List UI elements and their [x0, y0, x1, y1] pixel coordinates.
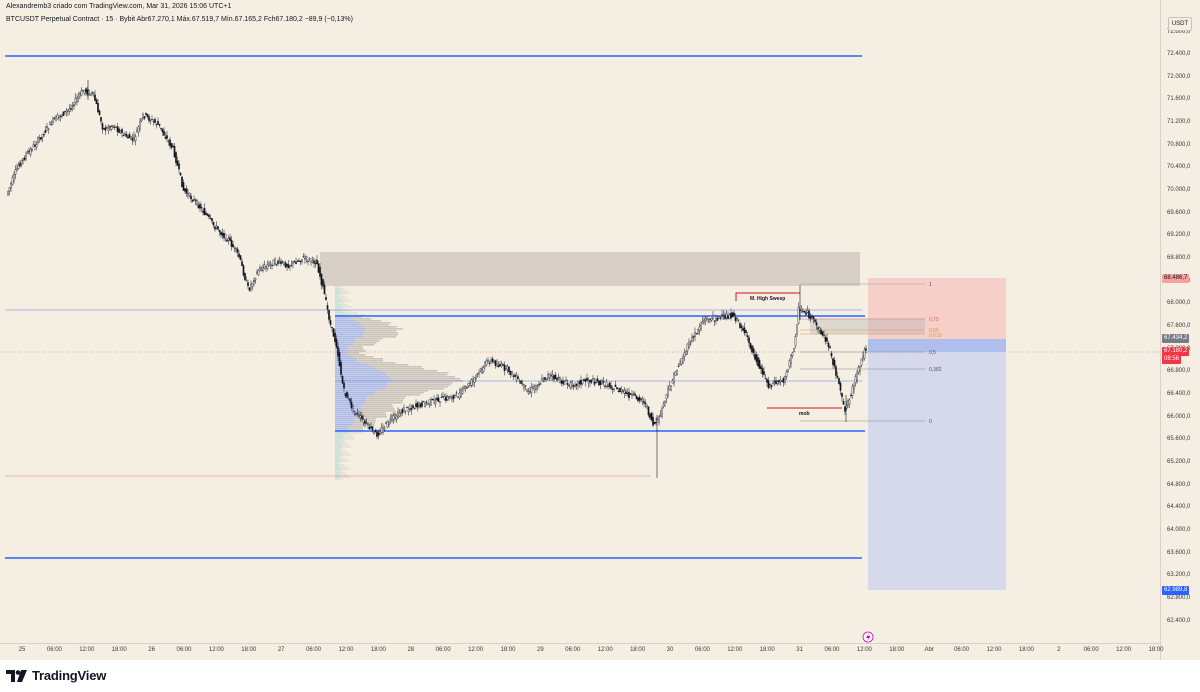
target-price-badge: 62.989,8 [1162, 586, 1190, 595]
time-tick: 12:00 [468, 647, 484, 653]
lightning-icon[interactable] [862, 631, 874, 643]
price-tick: 68.000,0 [1167, 300, 1191, 307]
time-tick: 06:00 [565, 647, 581, 653]
price-tick: 71.600,0 [1167, 96, 1191, 103]
time-tick: 12:00 [208, 647, 224, 653]
time-tick: 06:00 [824, 647, 840, 653]
stop-price-badge: 68.486,7 [1162, 274, 1190, 283]
price-axis[interactable]: 72.800,0 72.400,0 72.000,0 71.600,0 71.200,0… [1160, 0, 1200, 660]
fib-label-0382: 0,382 [929, 367, 942, 373]
last-price-badge: 67.180,2 [1162, 347, 1190, 356]
tradingview-logo-icon [6, 669, 27, 682]
position-target-zone[interactable] [868, 352, 1006, 590]
price-tick: 68.800,0 [1167, 255, 1191, 262]
symbol-ohlc-legend[interactable]: BTCUSDT Perpetual Contract · 15 · Bybit … [6, 16, 353, 23]
position-entry-zone[interactable] [868, 339, 1006, 352]
time-tick: 18:00 [241, 647, 257, 653]
high-sweep-label: M. High Sweep [750, 296, 785, 302]
fib-retracement[interactable]: 1 0,75 0,65 0,618 0,5 0,382 0 [800, 282, 942, 425]
fib-label-075: 0,75 [929, 317, 939, 323]
fib-label-065: 0,65 [929, 328, 939, 334]
price-tick: 72.800,0 [1167, 28, 1191, 35]
high-sweep-marker[interactable]: M. High Sweep [735, 292, 800, 302]
time-tick: 18:00 [111, 647, 127, 653]
fib-label-0618: 0,618 [929, 333, 942, 339]
time-tick: 12:00 [856, 647, 872, 653]
price-tick: 64.000,0 [1167, 527, 1191, 534]
time-tick: 06:00 [954, 647, 970, 653]
price-tick: 69.200,0 [1167, 232, 1191, 239]
supply-zone[interactable] [320, 252, 860, 286]
mob-marker[interactable]: mob [767, 407, 842, 417]
time-tick: Abr [924, 647, 934, 653]
footer: TradingView [0, 660, 1200, 692]
time-tick: 06:00 [176, 647, 192, 653]
time-tick: 12:00 [986, 647, 1002, 653]
fib-label-05: 0,5 [929, 350, 936, 356]
tradingview-logo[interactable]: TradingView [6, 668, 106, 683]
chart-area[interactable]: 1 0,75 0,65 0,618 0,5 0,382 0 M. High Sw… [0, 0, 1160, 660]
price-tick: 70.800,0 [1167, 141, 1191, 148]
time-tick: 30 [666, 647, 674, 653]
price-tick: 70.000,0 [1167, 187, 1191, 194]
time-tick: 12:00 [338, 647, 354, 653]
time-tick: 28 [407, 647, 415, 653]
price-tick: 72.400,0 [1167, 51, 1191, 58]
time-tick: 25 [18, 647, 26, 653]
entry-price-badge: 67.434,2 [1162, 334, 1190, 343]
volume-profile [335, 286, 463, 480]
currency-button[interactable]: USDT [1168, 17, 1192, 31]
time-axis[interactable]: 25 06:00 12:00 18:00 26 06:00 12:00 18:00 27 06:0… [0, 643, 1164, 661]
time-tick: 18:00 [759, 647, 775, 653]
price-tick: 65.600,0 [1167, 436, 1191, 443]
time-tick: 18:00 [1148, 647, 1164, 653]
time-tick: 18:00 [1018, 647, 1034, 653]
time-tick: 06:00 [306, 647, 322, 653]
price-tick: 64.400,0 [1167, 504, 1191, 511]
time-tick: 18:00 [500, 647, 516, 653]
price-tick: 62.400,0 [1167, 617, 1191, 624]
time-tick: 18:00 [370, 647, 386, 653]
price-tick: 66.800,0 [1167, 368, 1191, 375]
position-stop-zone[interactable] [868, 278, 1006, 339]
price-tick: 69.600,0 [1167, 209, 1191, 216]
price-tick: 72.000,0 [1167, 73, 1191, 80]
time-tick: 31 [796, 647, 803, 653]
time-tick: 06:00 [694, 647, 710, 653]
time-tick: 06:00 [435, 647, 451, 653]
countdown-badge: 08:56 [1162, 355, 1182, 364]
time-tick: 06:00 [1083, 647, 1099, 653]
price-tick: 65.200,0 [1167, 459, 1191, 466]
time-tick: 12:00 [597, 647, 613, 653]
price-tick: 70.400,0 [1167, 164, 1191, 171]
fib-label-0: 0 [929, 419, 932, 425]
time-tick: 18:00 [889, 647, 905, 653]
time-tick: 26 [148, 647, 155, 653]
time-tick: 12:00 [79, 647, 95, 653]
price-tick: 62.800,0 [1167, 595, 1191, 601]
time-tick: 2 [1057, 647, 1061, 653]
tradingview-logo-text: TradingView [32, 668, 107, 683]
price-tick: 67.600,0 [1167, 323, 1191, 330]
price-tick: 71.200,0 [1167, 119, 1191, 126]
fib-label-1: 1 [929, 282, 932, 288]
candlestick-series[interactable] [7, 80, 867, 478]
chart-attribution: Alexandremb3 criado com TradingView.com,… [6, 3, 232, 10]
time-tick: 12:00 [727, 647, 743, 653]
price-tick: 64.800,0 [1167, 481, 1191, 488]
price-tick: 63.200,0 [1167, 572, 1191, 579]
price-tick: 66.400,0 [1167, 391, 1191, 398]
time-tick: 06:00 [46, 647, 62, 653]
time-tick: 27 [277, 647, 285, 653]
price-chart[interactable]: 1 0,75 0,65 0,618 0,5 0,382 0 M. High Sw… [0, 0, 1160, 660]
price-tick: 63.600,0 [1167, 549, 1191, 556]
mob-label: mob [799, 411, 810, 417]
time-tick: 12:00 [1116, 647, 1132, 653]
time-tick: 29 [537, 647, 544, 653]
price-tick: 66.000,0 [1167, 413, 1191, 420]
time-tick: 18:00 [630, 647, 646, 653]
